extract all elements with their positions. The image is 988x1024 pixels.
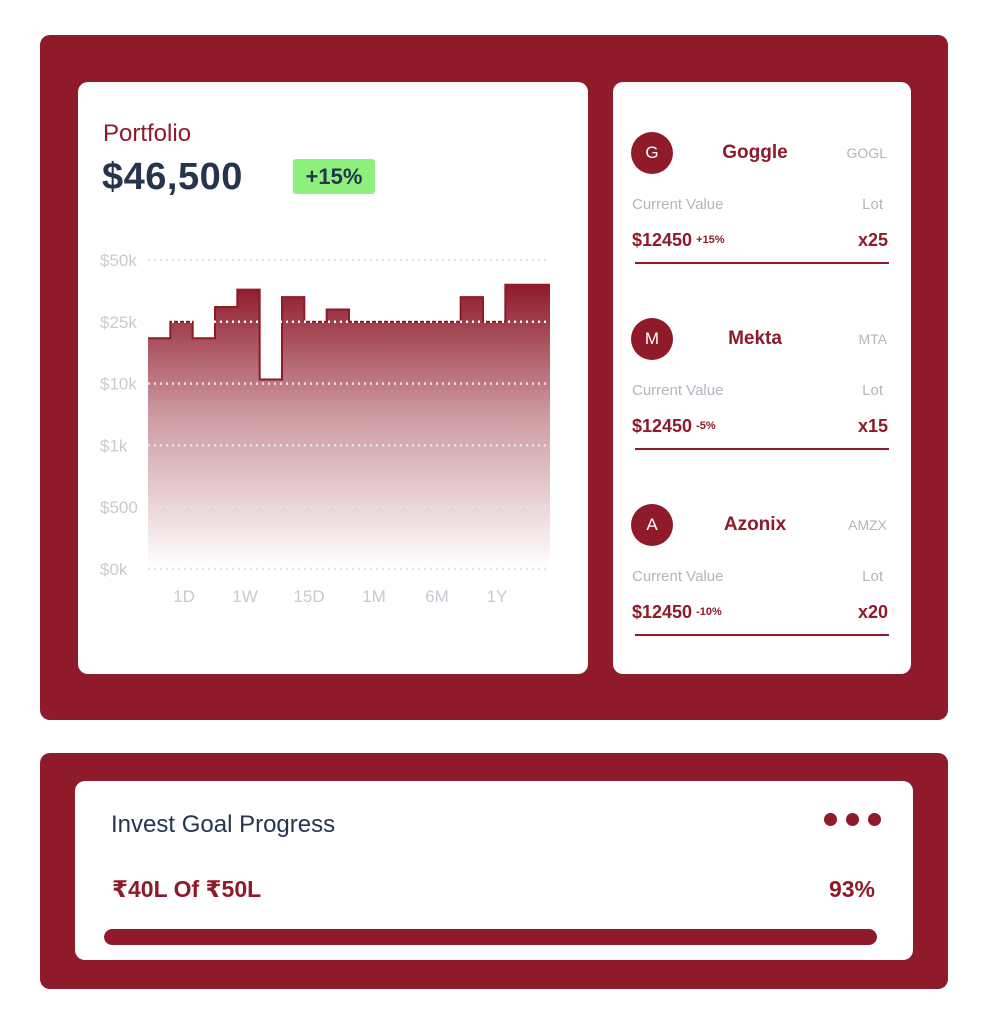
holding-divider bbox=[635, 448, 889, 450]
holding-value-line: $12450 -5% bbox=[632, 416, 716, 437]
goal-title: Invest Goal Progress bbox=[111, 811, 336, 838]
x-tick-label[interactable]: 1W bbox=[232, 587, 258, 606]
y-tick-label: $1k bbox=[100, 436, 128, 455]
x-tick-label[interactable]: 6M bbox=[425, 587, 449, 606]
portfolio-chart: $50k $25k $10k $1k $500 $0k 1D 1W 15D 1M 6M 1Y bbox=[100, 251, 550, 606]
holding-ticker: MTA bbox=[858, 331, 887, 347]
holding-quantity: x20 bbox=[857, 602, 888, 622]
goal-progress-track bbox=[104, 929, 877, 945]
y-tick-label: $500 bbox=[100, 498, 138, 517]
holding-ticker: GOGL bbox=[846, 145, 887, 161]
dot-icon bbox=[868, 813, 881, 826]
current-value-label: Current Value bbox=[632, 568, 724, 585]
goal-card: Invest Goal Progress ₹40L Of ₹50L 93% bbox=[75, 781, 913, 960]
holding-divider bbox=[635, 262, 889, 264]
holding-value: $12450 bbox=[632, 230, 693, 250]
holding-goggle[interactable]: G Goggle GOGL Current Value Lot $12450 +1… bbox=[613, 132, 911, 282]
holding-avatar: G bbox=[631, 132, 673, 174]
portfolio-card: Portfolio $46,500 +15% $50k $25k $10k $1k $5… bbox=[78, 82, 588, 674]
holding-change: -10% bbox=[696, 606, 722, 618]
holding-value: $12450 bbox=[632, 416, 693, 436]
y-tick-label: $10k bbox=[100, 375, 137, 394]
holding-mekta[interactable]: M Mekta MTA Current Value Lot $12450 -5% … bbox=[613, 318, 911, 468]
holding-change: +15% bbox=[696, 234, 725, 246]
holding-name: Azonix bbox=[723, 514, 787, 535]
more-options-button[interactable] bbox=[824, 813, 881, 826]
goal-progress-fill bbox=[104, 929, 877, 945]
dot-icon bbox=[824, 813, 837, 826]
holding-value: $12450 bbox=[632, 602, 693, 622]
holding-azonix[interactable]: A Azonix AMZX Current Value Lot $12450 -1… bbox=[613, 504, 911, 654]
x-tick-label[interactable]: 1Y bbox=[487, 587, 508, 606]
goal-amount: ₹40L Of ₹50L bbox=[112, 876, 262, 902]
goal-panel: Invest Goal Progress ₹40L Of ₹50L 93% bbox=[40, 753, 948, 989]
portfolio-panel: Portfolio $46,500 +15% $50k $25k $10k $1k $5… bbox=[40, 35, 948, 720]
holdings-card: G Goggle GOGL Current Value Lot $12450 +1… bbox=[613, 82, 911, 674]
portfolio-title: Portfolio bbox=[103, 120, 192, 147]
x-tick-label[interactable]: 15D bbox=[293, 587, 324, 606]
portfolio-area bbox=[148, 284, 550, 569]
holding-value-line: $12450 +15% bbox=[632, 230, 725, 251]
current-value-label: Current Value bbox=[632, 196, 724, 213]
holding-avatar: M bbox=[631, 318, 673, 360]
holding-value-line: $12450 -10% bbox=[632, 602, 722, 623]
holding-divider bbox=[635, 634, 889, 636]
y-tick-label: $25k bbox=[100, 313, 137, 332]
holding-ticker: AMZX bbox=[848, 517, 887, 533]
portfolio-change-badge: +15% bbox=[293, 159, 375, 194]
portfolio-line bbox=[148, 283, 550, 381]
x-tick-label[interactable]: 1M bbox=[362, 587, 386, 606]
dot-icon bbox=[846, 813, 859, 826]
holding-name: Mekta bbox=[728, 328, 782, 349]
lot-label: Lot bbox=[862, 568, 883, 585]
lot-label: Lot bbox=[862, 382, 883, 399]
goal-percent: 93% bbox=[828, 876, 875, 902]
holding-quantity: x15 bbox=[857, 416, 888, 436]
y-tick-label: $0k bbox=[100, 560, 128, 579]
current-value-label: Current Value bbox=[632, 382, 724, 399]
y-tick-label: $50k bbox=[100, 251, 137, 270]
holding-change: -5% bbox=[696, 420, 716, 432]
x-tick-label[interactable]: 1D bbox=[173, 587, 195, 606]
lot-label: Lot bbox=[862, 196, 883, 213]
holding-quantity: x25 bbox=[857, 230, 888, 250]
holding-name: Goggle bbox=[722, 142, 788, 163]
portfolio-value: $46,500 bbox=[102, 156, 243, 198]
holding-avatar: A bbox=[631, 504, 673, 546]
